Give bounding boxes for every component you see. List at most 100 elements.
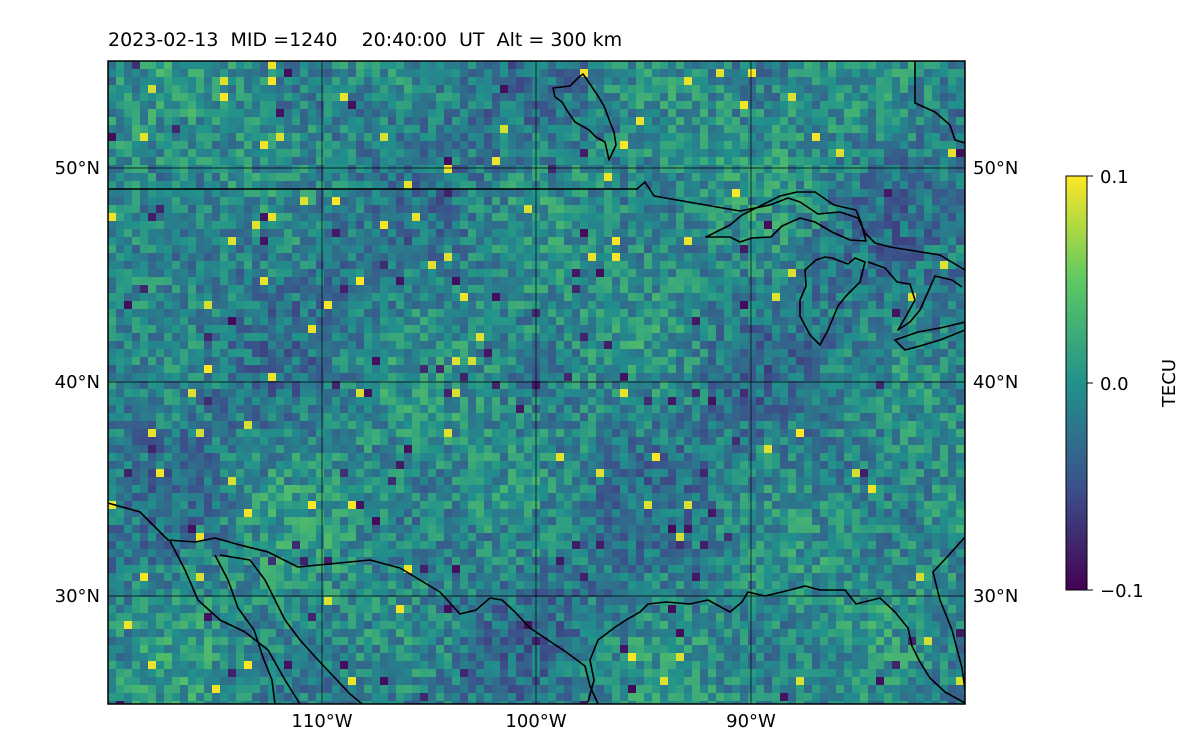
tec-cell xyxy=(468,165,477,174)
tec-cell xyxy=(788,325,797,334)
tec-cell xyxy=(572,301,581,310)
tec-cell xyxy=(292,117,301,126)
tec-cell xyxy=(164,229,173,238)
tec-cell xyxy=(828,117,837,126)
tec-cell xyxy=(116,421,125,430)
tec-cell xyxy=(628,221,637,230)
tec-cell xyxy=(372,149,381,158)
tec-cell xyxy=(772,85,781,94)
tec-cell xyxy=(396,61,405,70)
tec-cell xyxy=(460,69,469,78)
tec-cell xyxy=(364,173,373,182)
tec-cell xyxy=(444,309,453,318)
tec-cell xyxy=(892,269,901,278)
tec-cell xyxy=(588,117,597,126)
tec-cell xyxy=(940,365,949,374)
tec-cell xyxy=(668,309,677,318)
tec-cell xyxy=(892,77,901,86)
tec-cell xyxy=(700,253,709,262)
tec-cell xyxy=(444,157,453,166)
tec-cell xyxy=(276,365,285,374)
tec-cell xyxy=(924,157,933,166)
tec-cell xyxy=(772,197,781,206)
tec-cell xyxy=(124,389,133,398)
tec-cell xyxy=(540,341,549,350)
tec-cell xyxy=(924,413,933,422)
tec-cell xyxy=(660,85,669,94)
tec-cell xyxy=(876,389,885,398)
tec-cell xyxy=(668,85,677,94)
tec-cell xyxy=(916,285,925,294)
tec-cell xyxy=(468,253,477,262)
tec-cell xyxy=(524,77,533,86)
tec-cell xyxy=(756,221,765,230)
tec-cell xyxy=(876,117,885,126)
tec-cell xyxy=(548,77,557,86)
tec-cell xyxy=(108,397,117,406)
tec-cell xyxy=(420,213,429,222)
tec-cell xyxy=(836,341,845,350)
tec-cell xyxy=(740,309,749,318)
tec-cell xyxy=(596,341,605,350)
tec-cell xyxy=(156,261,165,270)
tec-cell xyxy=(108,213,117,222)
tec-cell xyxy=(116,333,125,342)
tec-cell xyxy=(596,389,605,398)
tec-cell xyxy=(468,189,477,198)
tec-cell xyxy=(156,381,165,390)
tec-cell xyxy=(412,397,421,406)
tec-cell xyxy=(140,325,149,334)
tec-cell xyxy=(884,141,893,150)
tec-cell xyxy=(820,133,829,142)
tec-cell xyxy=(956,373,965,382)
tec-cell xyxy=(676,341,685,350)
tec-cell xyxy=(340,133,349,142)
tec-cell xyxy=(660,149,669,158)
tec-cell xyxy=(756,125,765,134)
tec-cell xyxy=(540,125,549,134)
tec-cell xyxy=(780,141,789,150)
tec-cell xyxy=(516,341,525,350)
tec-cell xyxy=(644,149,653,158)
tec-cell xyxy=(332,165,341,174)
tec-cell xyxy=(652,285,661,294)
tec-cell xyxy=(548,85,557,94)
tec-cell xyxy=(596,421,605,430)
tec-cell xyxy=(700,349,709,358)
tec-cell xyxy=(292,277,301,286)
tec-cell xyxy=(324,149,333,158)
tec-cell xyxy=(220,349,229,358)
tec-cell xyxy=(948,141,957,150)
tec-cell xyxy=(580,397,589,406)
tec-cell xyxy=(140,413,149,422)
tec-cell xyxy=(428,237,437,246)
tec-cell xyxy=(916,181,925,190)
tec-cell xyxy=(188,253,197,262)
tec-cell xyxy=(340,229,349,238)
tec-cell xyxy=(284,429,293,438)
tec-cell xyxy=(524,245,533,254)
tec-cell xyxy=(516,165,525,174)
tec-cell xyxy=(900,381,909,390)
tec-cell xyxy=(772,405,781,414)
tec-cell xyxy=(940,213,949,222)
tec-cell xyxy=(180,261,189,270)
tec-cell xyxy=(548,373,557,382)
tec-cell xyxy=(292,101,301,110)
tec-cell xyxy=(308,189,317,198)
tec-cell xyxy=(732,421,741,430)
tec-cell xyxy=(764,341,773,350)
tec-cell xyxy=(372,357,381,366)
tec-cell xyxy=(884,245,893,254)
tec-cell xyxy=(324,237,333,246)
tec-cell xyxy=(572,197,581,206)
tec-cell xyxy=(164,69,173,78)
tec-cell xyxy=(652,189,661,198)
tec-cell xyxy=(796,365,805,374)
tec-cell xyxy=(132,413,141,422)
tec-cell xyxy=(524,69,533,78)
tec-cell xyxy=(900,189,909,198)
tec-cell xyxy=(684,389,693,398)
tec-cell xyxy=(868,181,877,190)
tec-cell xyxy=(644,117,653,126)
